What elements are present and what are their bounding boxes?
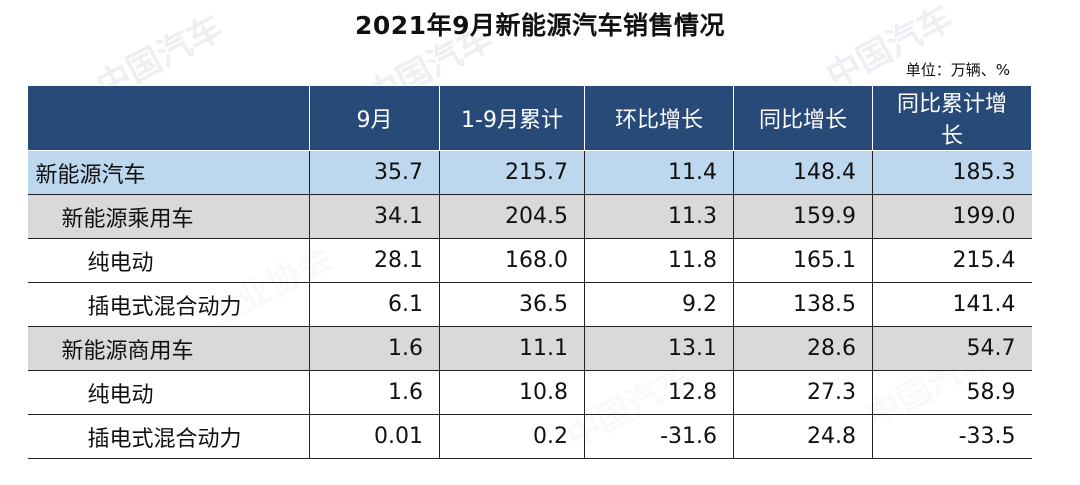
row-label: 新能源汽车 (27, 150, 310, 195)
row-label: 插电式混合动力 (27, 282, 310, 327)
table-cell: 24.8 (733, 414, 873, 459)
table-cell: 138.5 (733, 282, 873, 327)
table-row: 新能源乘用车 34.1 204.5 11.3 159.9 199.0 (27, 194, 1032, 239)
table-cell: -31.6 (584, 414, 734, 459)
table-cell: 185.3 (872, 150, 1032, 195)
table-cell: 0.2 (439, 414, 585, 459)
table-cell: 215.7 (439, 150, 585, 195)
row-label: 新能源乘用车 (27, 194, 310, 239)
table-row: 纯电动 28.1 168.0 11.8 165.1 215.4 (27, 238, 1032, 283)
page-title: 2021年9月新能源汽车销售情况 (355, 11, 725, 40)
table-cell: 28.6 (733, 326, 873, 371)
table-cell: 199.0 (872, 194, 1032, 239)
table-row: 插电式混合动力 0.01 0.2 -31.6 24.8 -33.5 (27, 414, 1032, 459)
unit-label: 单位：万辆、% (905, 61, 1010, 79)
table-cell: 159.9 (733, 194, 873, 239)
table-cell: 11.3 (584, 194, 734, 239)
row-label: 纯电动 (27, 370, 310, 415)
table-row: 新能源商用车 1.6 11.1 13.1 28.6 54.7 (27, 326, 1032, 371)
table-cell: 1.6 (309, 370, 440, 415)
column-header: 同比累计增长 (872, 85, 1032, 151)
column-header: 环比增长 (584, 85, 734, 151)
table-cell: 0.01 (309, 414, 440, 459)
table-cell: 28.1 (309, 238, 440, 283)
table-cell: 27.3 (733, 370, 873, 415)
table-row: 插电式混合动力 6.1 36.5 9.2 138.5 141.4 (27, 282, 1032, 327)
table-cell: 10.8 (439, 370, 585, 415)
table-cell: 1.6 (309, 326, 440, 371)
sales-table: 9月 1-9月累计 环比增长 同比增长 同比累计增长 新能源汽车 35.7 215.… (27, 85, 1032, 459)
row-label: 插电式混合动力 (27, 414, 310, 459)
table-cell: 9.2 (584, 282, 734, 327)
table-header-row: 9月 1-9月累计 环比增长 同比增长 同比累计增长 (27, 85, 1032, 151)
row-label: 纯电动 (27, 238, 310, 283)
table-cell: 58.9 (872, 370, 1032, 415)
column-header: 同比增长 (733, 85, 873, 151)
table-cell: 11.1 (439, 326, 585, 371)
table-cell: 36.5 (439, 282, 585, 327)
table-cell: 165.1 (733, 238, 873, 283)
table-row: 新能源汽车 35.7 215.7 11.4 148.4 185.3 (27, 150, 1032, 195)
table-row: 纯电动 1.6 10.8 12.8 27.3 58.9 (27, 370, 1032, 415)
table-cell: 204.5 (439, 194, 585, 239)
row-label: 新能源商用车 (27, 326, 310, 371)
column-header (27, 85, 310, 151)
table-cell: 11.8 (584, 238, 734, 283)
table-cell: 215.4 (872, 238, 1032, 283)
column-header: 1-9月累计 (439, 85, 585, 151)
table-cell: 34.1 (309, 194, 440, 239)
table-cell: 13.1 (584, 326, 734, 371)
table-cell: 11.4 (584, 150, 734, 195)
table-cell: 6.1 (309, 282, 440, 327)
table-cell: 148.4 (733, 150, 873, 195)
table-cell: 168.0 (439, 238, 585, 283)
table-cell: 141.4 (872, 282, 1032, 327)
table-cell: 35.7 (309, 150, 440, 195)
table-cell: 12.8 (584, 370, 734, 415)
table-cell: -33.5 (872, 414, 1032, 459)
column-header: 9月 (309, 85, 440, 151)
table-cell: 54.7 (872, 326, 1032, 371)
